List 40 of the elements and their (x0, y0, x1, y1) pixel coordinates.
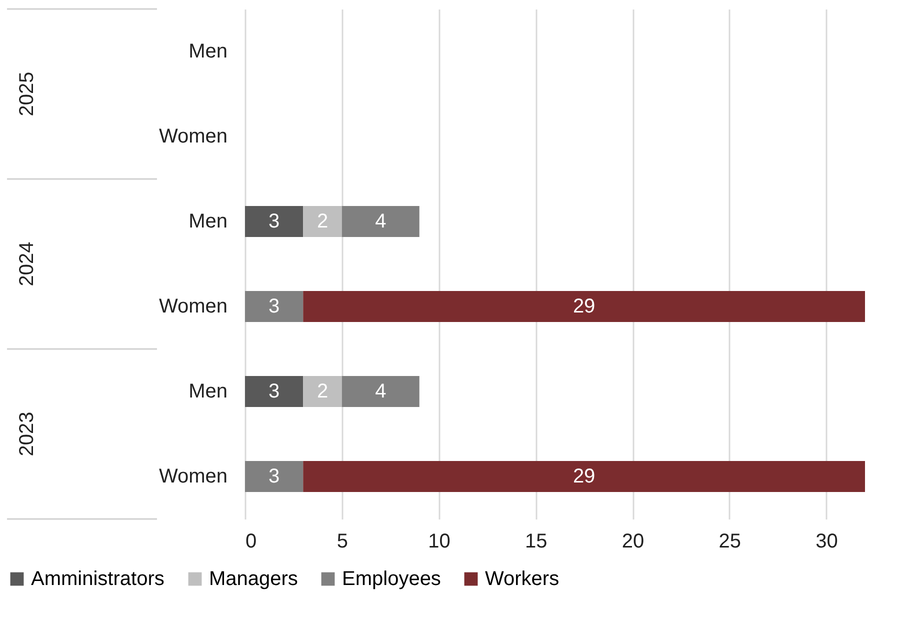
x-tick-label: 10 (428, 530, 450, 552)
data-label: 3 (268, 210, 280, 232)
x-tick-label: 0 (246, 530, 257, 552)
x-tick-label: 30 (816, 530, 838, 552)
legend-label: Managers (209, 568, 298, 590)
y-tick-label: Men (188, 380, 228, 402)
x-tick-label: 25 (718, 530, 741, 552)
data-label: 3 (268, 380, 280, 402)
text: 2025 (16, 72, 38, 116)
data-label: 3 (268, 466, 280, 488)
bar (245, 376, 304, 407)
data-label: 2 (316, 210, 328, 232)
x-tick-label: 15 (525, 530, 548, 552)
legend-label: Amministrators (31, 568, 164, 590)
bar (303, 206, 342, 237)
text: 2023 (16, 412, 38, 456)
bar (245, 461, 304, 492)
data-label: 4 (375, 210, 386, 232)
bar (245, 291, 304, 322)
data-label: 3 (268, 296, 280, 318)
data-label: 4 (375, 380, 386, 402)
y-tick-label: Men (188, 40, 228, 62)
x-tick-label: 20 (622, 530, 644, 552)
y-tick-label: Women (158, 126, 228, 148)
x-tick-label: 5 (336, 530, 348, 552)
data-label: 2 (316, 380, 328, 402)
y-tick-label: Men (188, 210, 228, 232)
text: 2024 (16, 242, 38, 286)
bar (303, 291, 865, 322)
y-tick-label: Women (158, 466, 228, 488)
bar (342, 376, 420, 407)
bar (245, 206, 304, 237)
legend-label: Workers (485, 568, 560, 590)
bar (342, 206, 420, 237)
y-tick-label: Women (158, 296, 228, 318)
legend-label: Employees (342, 568, 441, 590)
data-label: 29 (572, 296, 596, 318)
bar (303, 376, 342, 407)
bar (303, 461, 865, 492)
data-label: 29 (572, 466, 596, 488)
